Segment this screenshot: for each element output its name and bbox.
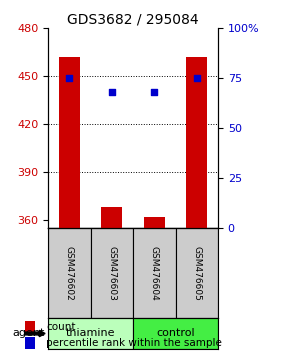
Text: GSM476605: GSM476605 [192, 246, 201, 301]
Text: GSM476602: GSM476602 [65, 246, 74, 301]
Text: control: control [156, 329, 195, 338]
Bar [175, 228, 218, 318]
Bar [133, 228, 175, 318]
Point [109, 89, 114, 95]
Bar [90, 228, 133, 318]
Point [152, 89, 157, 95]
Point [194, 75, 199, 81]
Bar [59, 57, 80, 228]
Bar [133, 318, 218, 349]
Bar [144, 217, 165, 228]
Text: GSM476603: GSM476603 [107, 246, 116, 301]
Text: percentile rank within the sample: percentile rank within the sample [46, 338, 222, 348]
Text: GSM476604: GSM476604 [150, 246, 159, 301]
Text: count: count [46, 322, 76, 332]
Bar [48, 228, 90, 318]
Title: GDS3682 / 295084: GDS3682 / 295084 [67, 13, 199, 27]
Text: agent: agent [13, 329, 45, 338]
Point [67, 75, 72, 81]
Bar [101, 207, 122, 228]
Bar [48, 318, 133, 349]
Bar [186, 57, 207, 228]
Bar [25, 321, 35, 333]
Bar [25, 337, 35, 349]
Text: thiamine: thiamine [66, 329, 115, 338]
